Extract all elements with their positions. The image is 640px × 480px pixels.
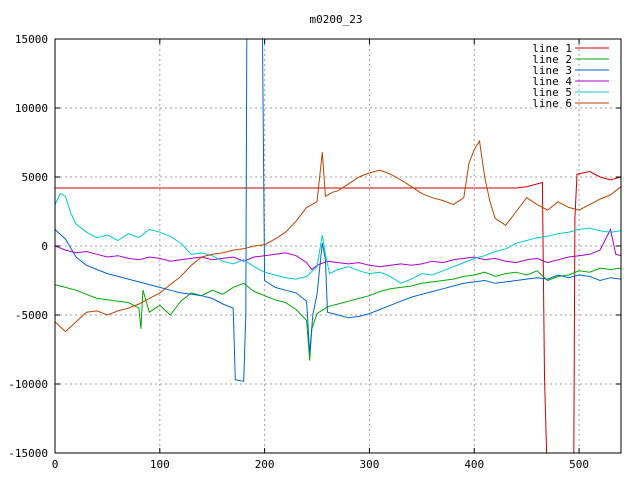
y-tick-label: 10000 xyxy=(15,102,48,115)
x-tick-label: 200 xyxy=(255,458,275,471)
series-line-4 xyxy=(55,227,621,271)
x-tick-label: 300 xyxy=(360,458,380,471)
y-tick-label: 15000 xyxy=(15,33,48,46)
y-tick-label: -15000 xyxy=(8,447,48,460)
y-tick-label: 0 xyxy=(41,240,48,253)
legend-label: line 3 xyxy=(532,64,572,77)
x-tick-label: 0 xyxy=(52,458,59,471)
legend-label: line 1 xyxy=(532,42,572,55)
series-line-6 xyxy=(55,139,621,333)
series-line-5 xyxy=(55,192,621,284)
chart-title: m0200_23 xyxy=(310,13,363,26)
x-tick-label: 400 xyxy=(464,458,484,471)
series-line-3 xyxy=(55,39,621,382)
y-tick-label: -10000 xyxy=(8,378,48,391)
legend-label: line 4 xyxy=(532,75,572,88)
axis-layer: 0 100 200 300 400 500 -15000 -10000 -5000 0 5000 10… xyxy=(8,33,621,471)
legend-label: line 5 xyxy=(532,86,572,99)
x-tick-label: 100 xyxy=(150,458,170,471)
y-tick-label: 5000 xyxy=(22,171,49,184)
grid-layer xyxy=(55,39,621,453)
plot-frame xyxy=(54,38,622,454)
y-tick-label: -5000 xyxy=(15,309,48,322)
series-line-1 xyxy=(55,170,621,453)
x-tick-label: 500 xyxy=(569,458,589,471)
legend-label: line 2 xyxy=(532,53,572,66)
series-line-2 xyxy=(55,267,621,361)
legend-label: line 6 xyxy=(532,97,572,110)
series-layer xyxy=(55,39,621,453)
